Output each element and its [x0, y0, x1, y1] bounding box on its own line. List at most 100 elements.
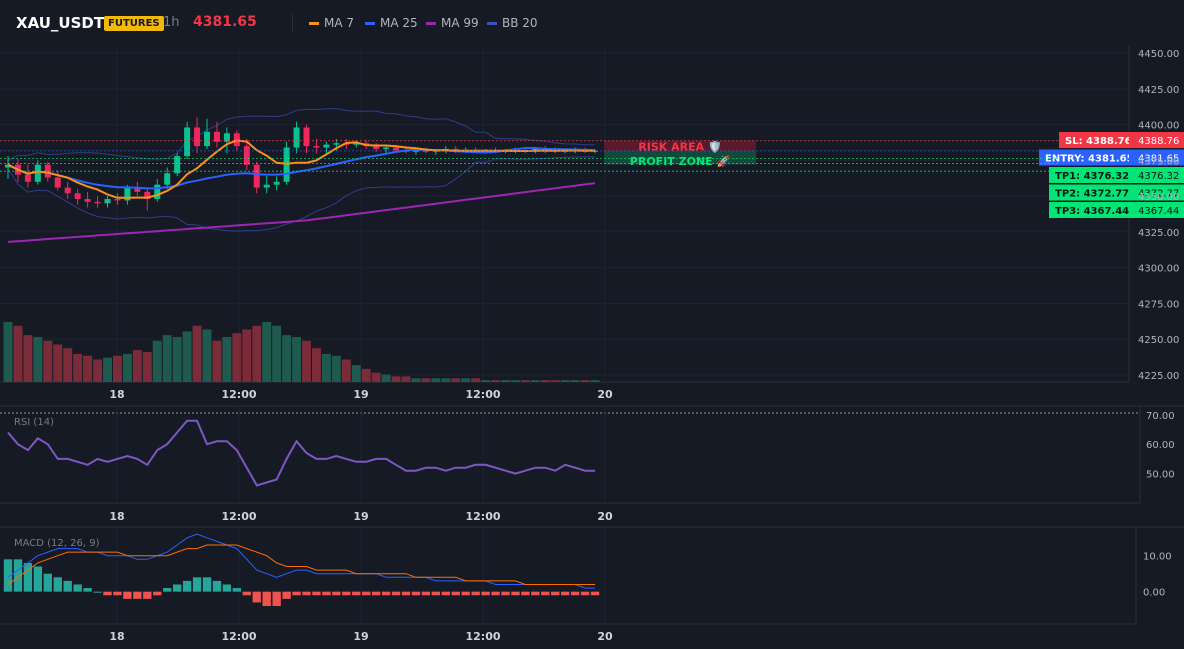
macd-histogram-bar	[391, 591, 401, 596]
rsi-tick-label: 60.00	[1146, 440, 1175, 451]
macd-histogram-bar	[322, 591, 331, 596]
macd-histogram-bar	[103, 591, 112, 596]
macd-histogram-bar	[232, 588, 242, 592]
macd-histogram-bar	[381, 591, 391, 596]
macd-histogram-bar	[242, 591, 251, 596]
volume-bar	[242, 329, 252, 382]
rsi-title: RSI (14)	[14, 417, 54, 428]
macd-histogram-bar	[401, 591, 411, 596]
volume-bar	[23, 335, 33, 382]
candle-body	[144, 191, 151, 199]
candle-body	[24, 174, 31, 182]
legend-label: MA 25	[380, 16, 418, 30]
volume-bar	[590, 380, 600, 382]
macd-histogram-bar	[590, 591, 600, 596]
sl-axis-label: 4388.76	[1138, 136, 1179, 147]
volume-bar	[112, 355, 122, 382]
sl-axis-box	[1129, 132, 1184, 148]
candle-body	[64, 187, 71, 194]
macd-tick-label: 0.00	[1143, 588, 1165, 599]
candle-body	[134, 187, 141, 192]
candle-body	[243, 146, 250, 165]
time-axis[interactable]: 18 18 18 12:00 12:00 12:00 19 19 19 12:00 12:00 12:…	[109, 388, 613, 643]
candle-body	[84, 198, 91, 202]
volume-bar	[73, 353, 83, 382]
macd-histogram-bar	[531, 591, 540, 596]
price-axis[interactable]: 4450.00 4425.00 4400.00 4375.00 4350.00 4325.…	[1138, 49, 1179, 382]
macd-histogram-bar	[342, 591, 351, 596]
macd-histogram-bar	[352, 591, 361, 596]
volume-bar	[331, 355, 341, 382]
tp2-label: TP2: 4372.77	[1055, 189, 1129, 200]
candle-body	[74, 193, 81, 199]
volume-bar	[292, 337, 302, 382]
macd-histogram-bar	[172, 584, 182, 592]
candle-body	[154, 184, 161, 199]
volume-bar	[481, 380, 491, 382]
futures-badge: FUTURES	[104, 16, 164, 31]
candle-body	[373, 146, 380, 149]
candle-body	[273, 181, 280, 185]
legend-swatch	[365, 21, 375, 25]
time-tick-label: 12:00	[221, 510, 256, 523]
macd-histogram-bar	[580, 591, 590, 596]
volume-bar	[142, 352, 152, 382]
volume-bar	[3, 322, 13, 382]
candle-body	[592, 150, 599, 152]
volume-bar	[252, 325, 262, 382]
macd-histogram-bar	[73, 584, 82, 592]
legend-swatch	[309, 21, 319, 25]
candle-body	[104, 198, 111, 204]
risk-area-label: RISK AREA 🛡️	[638, 141, 721, 154]
macd-histogram-bar	[501, 591, 510, 596]
macd-histogram-bar	[163, 588, 172, 592]
macd-histogram-bar	[481, 591, 490, 596]
macd-line	[7, 533, 595, 589]
price-tick-label: 4325.00	[1138, 228, 1179, 239]
legend-ma25[interactable]: MA 25	[365, 16, 418, 30]
volume-bar	[192, 325, 202, 382]
legend-ma99[interactable]: MA 99	[426, 16, 479, 30]
macd-histogram-bar	[43, 573, 52, 592]
tp1-axis-label: 4376.32	[1138, 171, 1179, 182]
symbol-title[interactable]: XAU_USDT	[16, 14, 105, 32]
time-tick-label: 18	[109, 510, 124, 523]
moving-averages	[7, 139, 596, 243]
tp3-label: TP3: 4367.44	[1055, 206, 1129, 217]
macd-histogram-bar	[282, 591, 291, 599]
price-tick-label: 4350.00	[1138, 192, 1179, 203]
rsi-pane[interactable]: 70.00 60.00 50.00	[7, 411, 1175, 487]
volume-bar	[63, 348, 73, 382]
volume-bar	[212, 340, 222, 382]
macd-histogram-bar	[133, 591, 142, 599]
legend-bb20[interactable]: BB 20	[487, 16, 538, 30]
macd-histogram-bar	[431, 591, 441, 596]
legend-swatch	[426, 21, 436, 25]
volume-bar	[341, 359, 351, 382]
volume-bar	[172, 337, 182, 382]
macd-pane[interactable]: 10.00 0.00	[3, 533, 1172, 607]
price-tick-label: 4425.00	[1138, 85, 1179, 96]
volume-bar	[351, 365, 361, 382]
macd-histogram-bar	[153, 591, 162, 596]
ma25-line	[7, 147, 596, 190]
tp3-label-box	[1049, 202, 1129, 218]
timeframe-label[interactable]: 1h	[163, 15, 180, 30]
tp3-axis-box	[1129, 202, 1184, 218]
legend-label: BB 20	[502, 16, 538, 30]
volume-bar	[451, 378, 461, 382]
legend-ma7[interactable]: MA 7	[309, 16, 354, 30]
time-tick-label: 18	[109, 388, 124, 401]
volume-bar	[232, 333, 242, 382]
risk-area-box[interactable]	[604, 140, 756, 151]
macd-histogram-bar	[262, 591, 271, 607]
tp2-axis-label: 4372.77	[1138, 189, 1179, 200]
candle-body	[213, 131, 220, 142]
profit-zone-box[interactable]	[604, 150, 756, 165]
candle-body	[412, 150, 419, 152]
volume-bar	[272, 325, 282, 382]
candle-body	[323, 144, 330, 148]
price-tick-label: 4400.00	[1138, 121, 1179, 132]
macd-histogram-bar	[272, 591, 281, 607]
